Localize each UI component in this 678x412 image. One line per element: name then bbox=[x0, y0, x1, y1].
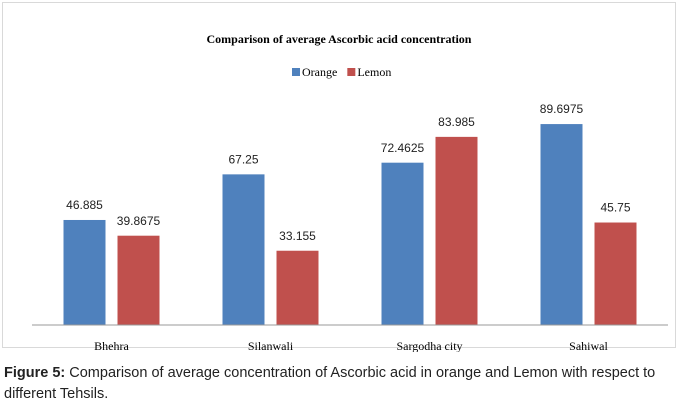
x-tick-label: Sahiwal bbox=[569, 339, 608, 352]
caption: Figure 5: Comparison of average concentr… bbox=[4, 363, 676, 405]
data-label: 72.4625 bbox=[381, 141, 425, 155]
bar bbox=[381, 162, 424, 325]
bar bbox=[594, 222, 637, 325]
data-label: 67.25 bbox=[228, 153, 258, 167]
data-label: 33.155 bbox=[279, 229, 316, 243]
x-tick-label: Bhehra bbox=[94, 339, 129, 352]
data-label: 83.985 bbox=[438, 115, 475, 129]
legend-swatch bbox=[347, 68, 356, 76]
bar bbox=[117, 235, 160, 325]
x-tick-label: Sargodha city bbox=[396, 339, 462, 352]
legend-swatch bbox=[292, 68, 300, 76]
data-label: 39.8675 bbox=[117, 214, 161, 228]
bar bbox=[222, 174, 265, 325]
bar bbox=[276, 250, 319, 325]
data-label: 45.75 bbox=[600, 201, 630, 215]
caption-label: Figure 5: bbox=[4, 365, 66, 381]
caption-text: Comparison of average concentration of A… bbox=[4, 365, 656, 402]
bar bbox=[63, 219, 106, 325]
x-tick-label: Silanwali bbox=[248, 339, 294, 352]
data-label: 89.6975 bbox=[540, 102, 584, 116]
data-label: 46.885 bbox=[66, 198, 103, 212]
legend-label: Lemon bbox=[357, 65, 391, 79]
legend-label: Orange bbox=[302, 65, 337, 79]
bar bbox=[540, 124, 583, 325]
chart: Comparison of average Ascorbic acid conc… bbox=[2, 2, 676, 352]
chart-title: Comparison of average Ascorbic acid conc… bbox=[207, 32, 472, 46]
bar bbox=[435, 136, 478, 325]
